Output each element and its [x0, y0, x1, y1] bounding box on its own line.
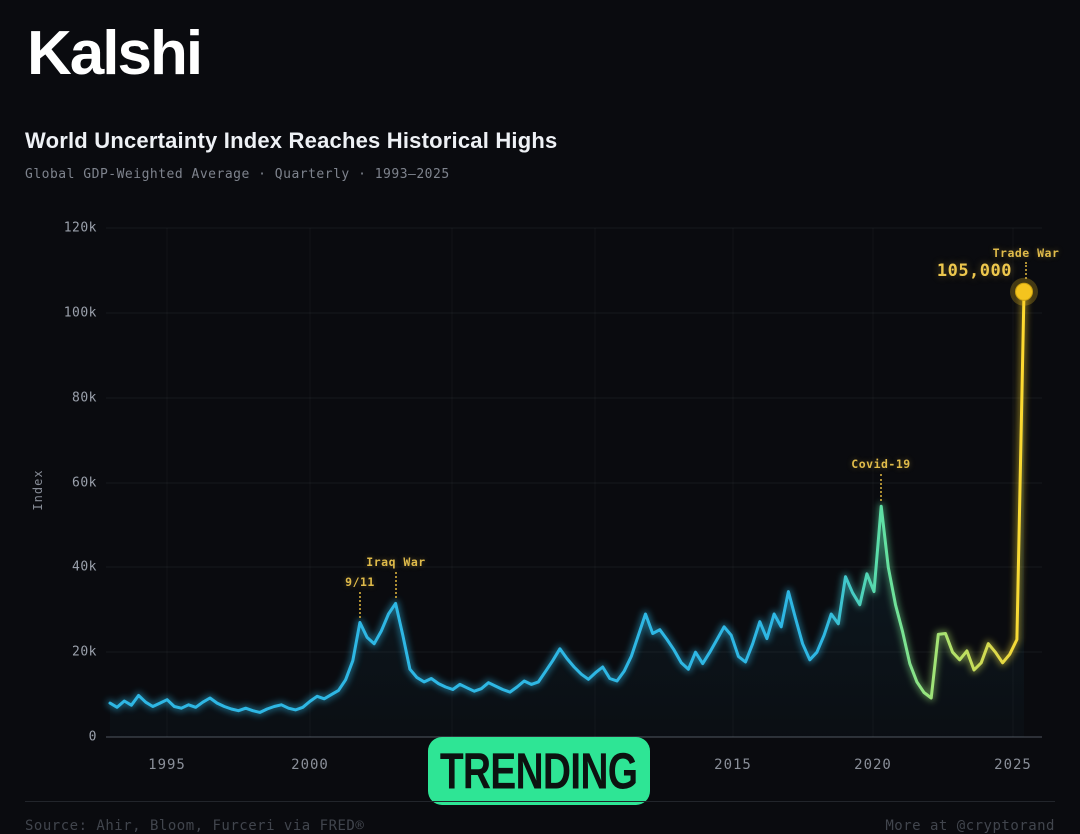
peak-value-label: 105,000 — [936, 261, 1012, 281]
y-tick-20k: 20k — [72, 644, 97, 660]
trending-badge: TRENDING — [428, 737, 650, 805]
trending-badge-label: TRENDING — [440, 742, 638, 800]
series-area-fill — [110, 291, 1024, 737]
series-line — [108, 290, 1026, 714]
x-tick-2025: 2025 — [994, 757, 1032, 773]
annotation-label-911: 9/11 — [345, 575, 375, 589]
y-tick-0: 0 — [88, 729, 97, 745]
source-credit: Source: Ahir, Bloom, Furceri via FRED® — [25, 818, 365, 834]
page-title: World Uncertainty Index Reaches Historic… — [25, 128, 558, 153]
y-tick-80k: 80k — [72, 390, 97, 406]
x-tick-1995: 1995 — [148, 757, 186, 773]
page-subtitle: Global GDP-Weighted Average · Quarterly … — [25, 167, 450, 182]
y-tick-40k: 40k — [72, 559, 97, 575]
x-tick-2015: 2015 — [714, 757, 752, 773]
y-tick-60k: 60k — [72, 475, 97, 491]
annotation-label-trade-war: Trade War — [992, 246, 1060, 260]
y-gridlines — [106, 227, 1042, 653]
x-tick-2020: 2020 — [854, 757, 892, 773]
annotation-line-iraq-war — [395, 572, 397, 598]
x-tick-2000: 2000 — [291, 757, 329, 773]
kalshi-logo: Kalshi — [27, 19, 203, 88]
y-tick-120k: 120k — [63, 220, 97, 236]
y-tick-100k: 100k — [63, 305, 97, 321]
annotation-label-covid-19: Covid-19 — [851, 457, 911, 471]
footer-divider — [25, 801, 1055, 802]
annotation-line-covid-19 — [880, 474, 882, 501]
annotation-line-trade-war — [1025, 262, 1027, 279]
social-credit: More at @cryptorand — [885, 818, 1055, 834]
annotation-line-911 — [359, 592, 361, 618]
end-point-marker — [1015, 282, 1033, 301]
annotation-label-iraq-war: Iraq War — [366, 555, 426, 569]
